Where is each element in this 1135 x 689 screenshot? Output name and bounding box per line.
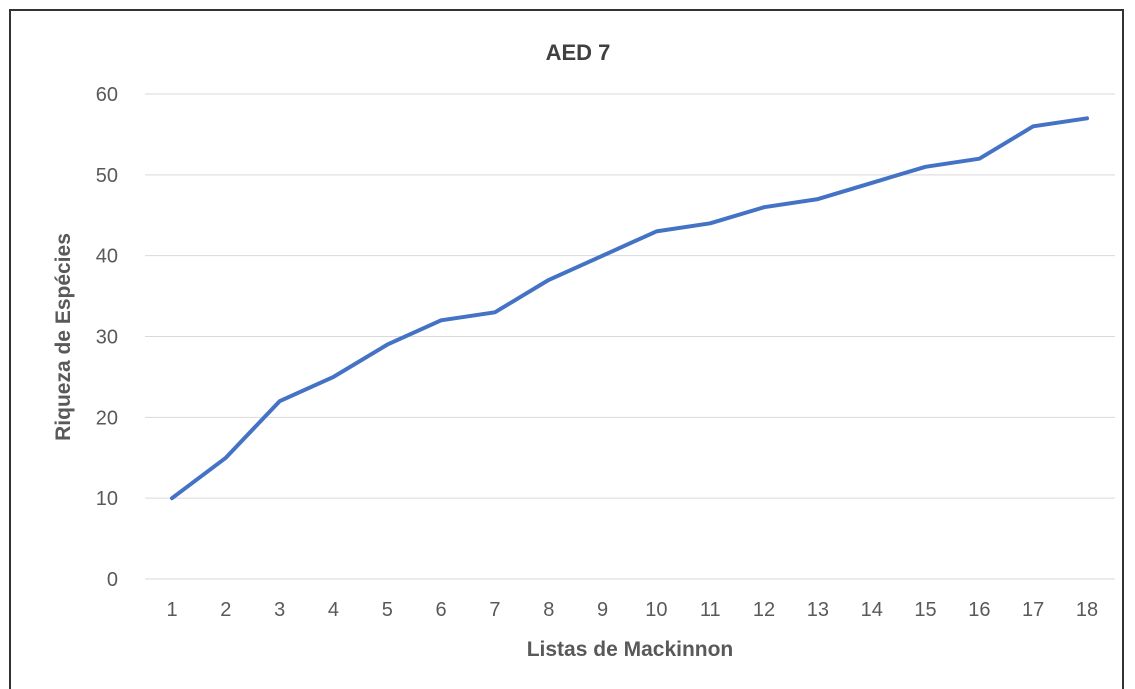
x-tick-label: 7 xyxy=(489,599,500,621)
gridlines xyxy=(145,93,1115,580)
chart-title: AED 7 xyxy=(546,40,611,65)
x-tick-label: 8 xyxy=(543,599,554,621)
x-tick-label: 5 xyxy=(382,599,393,621)
y-axis-title: Riqueza de Espécies xyxy=(52,233,75,441)
x-tick-label: 18 xyxy=(1076,599,1098,621)
x-tick-label: 14 xyxy=(861,599,883,621)
y-tick-label: 10 xyxy=(96,488,118,510)
y-tick-label: 0 xyxy=(107,569,118,591)
y-tick-label: 40 xyxy=(96,246,118,268)
x-axis-ticks: 1 2 3 4 5 6 7 8 9 10 11 12 13 14 15 16 17 18 xyxy=(166,599,1098,621)
y-tick-label: 50 xyxy=(96,165,118,187)
x-tick-label: 16 xyxy=(968,599,990,621)
y-tick-label: 30 xyxy=(96,327,118,349)
x-tick-label: 2 xyxy=(220,599,231,621)
x-tick-label: 4 xyxy=(328,599,339,621)
y-axis-ticks: 0 10 20 30 40 50 60 xyxy=(96,84,118,591)
x-tick-label: 3 xyxy=(274,599,285,621)
x-tick-label: 13 xyxy=(807,599,829,621)
x-tick-label: 12 xyxy=(753,599,775,621)
x-tick-label: 17 xyxy=(1022,599,1044,621)
x-tick-label: 15 xyxy=(914,599,936,621)
y-tick-label: 20 xyxy=(96,407,118,429)
series-layer xyxy=(170,116,1089,501)
series-line xyxy=(170,116,1089,501)
x-tick-label: 1 xyxy=(166,599,177,621)
x-tick-label: 10 xyxy=(645,599,667,621)
chart-frame xyxy=(9,9,1124,689)
x-tick-label: 6 xyxy=(436,599,447,621)
x-tick-label: 9 xyxy=(597,599,608,621)
x-tick-label: 11 xyxy=(700,599,721,621)
x-axis-title: Listas de Mackinnon xyxy=(527,638,734,661)
y-tick-label: 60 xyxy=(96,84,118,106)
